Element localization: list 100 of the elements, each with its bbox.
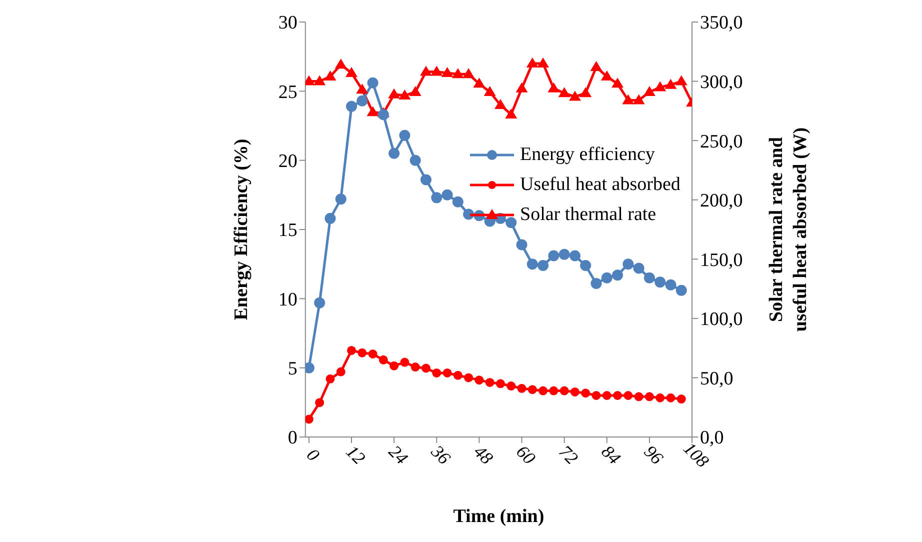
point (347, 346, 356, 355)
point (367, 77, 378, 88)
point (601, 272, 612, 284)
x-tick-label: 24 (384, 441, 412, 468)
legend-label: Useful heat absorbed (520, 173, 680, 197)
point (464, 373, 474, 382)
x-tick-label: 0 (302, 444, 324, 466)
point (570, 387, 580, 396)
point (590, 278, 602, 289)
point (644, 272, 655, 284)
point (378, 355, 388, 364)
y2-tick-label: 250,0 (700, 131, 743, 152)
legend-label: Solar thermal rate (520, 203, 656, 227)
y-tick-label: 10 (278, 289, 298, 310)
point (613, 391, 622, 400)
point (633, 262, 644, 274)
point (612, 270, 624, 281)
point (675, 75, 688, 86)
point (474, 376, 484, 385)
point (538, 260, 549, 271)
point (560, 386, 569, 396)
point (420, 174, 432, 186)
x-tick-label: 60 (512, 441, 540, 468)
point (517, 384, 526, 393)
point (334, 58, 347, 69)
point (526, 58, 538, 68)
x-tick-label: 72 (555, 441, 582, 468)
point (665, 279, 676, 290)
legend-label: Energy efficiency (520, 143, 655, 167)
point (314, 297, 326, 308)
point (484, 86, 496, 96)
point (656, 393, 665, 402)
y-tick-label: 30 (278, 12, 298, 34)
point (462, 68, 475, 78)
y-tick-label: 25 (278, 82, 298, 103)
y-tick-label: 15 (278, 220, 298, 242)
point (664, 78, 677, 89)
point (453, 370, 462, 380)
y2-tick-label: 150,0 (700, 250, 743, 271)
point (358, 348, 367, 358)
point (516, 239, 528, 250)
point (346, 66, 358, 77)
point (326, 374, 335, 384)
point (558, 87, 570, 98)
point (410, 362, 420, 372)
point (622, 258, 634, 270)
point (452, 68, 464, 78)
point (506, 382, 516, 391)
point (356, 84, 368, 94)
point (643, 86, 656, 96)
point (632, 94, 645, 104)
point (580, 87, 592, 98)
point (356, 95, 368, 106)
point (410, 154, 421, 166)
point (473, 78, 486, 88)
y2-tick-label: 50,0 (700, 368, 734, 390)
point (336, 367, 346, 376)
point (592, 391, 601, 400)
point (324, 212, 336, 224)
point (314, 75, 326, 86)
point (421, 364, 430, 373)
point (388, 88, 400, 98)
point (612, 78, 624, 88)
point (409, 86, 422, 96)
point (430, 66, 443, 76)
point (548, 250, 560, 262)
point (634, 392, 644, 402)
point (368, 350, 378, 358)
x-axis-title: Time (min) (453, 506, 544, 527)
point (537, 58, 550, 68)
point (452, 196, 464, 208)
point (568, 90, 581, 101)
y2-tick-label: 350,0 (700, 12, 743, 34)
point (666, 393, 676, 402)
y2-axis-title: Solar thermal rate and useful heat absorbed (W) (766, 127, 811, 332)
point (624, 391, 633, 400)
y-tick-label: 0 (288, 428, 298, 449)
point (398, 90, 411, 100)
point (622, 94, 634, 104)
point (548, 82, 560, 92)
y-axis-title: Energy Efficiency (%) (231, 138, 252, 320)
x-tick-label: 48 (470, 441, 497, 468)
point (305, 414, 314, 424)
point (335, 194, 346, 205)
point (590, 61, 602, 72)
point (494, 99, 506, 109)
point (569, 250, 580, 262)
point (516, 82, 528, 92)
point (315, 398, 324, 408)
point (399, 130, 410, 141)
point (581, 388, 590, 398)
point (526, 258, 538, 270)
point (654, 81, 666, 92)
point (602, 391, 612, 400)
point (485, 378, 494, 387)
point (549, 386, 558, 396)
point (378, 109, 389, 120)
x-tick-label: 36 (426, 440, 454, 468)
point (676, 394, 686, 404)
point (400, 358, 410, 367)
